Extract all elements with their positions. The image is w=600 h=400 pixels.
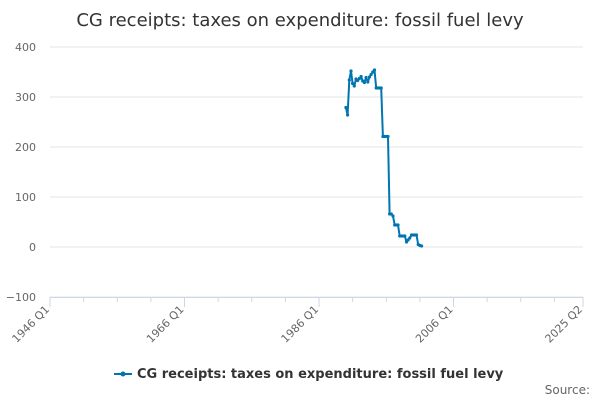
data-point[interactable] bbox=[414, 233, 419, 237]
x-tick-label: 2006 Q1 bbox=[413, 303, 456, 346]
x-tick-label: 1946 Q1 bbox=[10, 303, 53, 346]
x-tick-label: 1966 Q1 bbox=[144, 303, 187, 346]
data-point[interactable] bbox=[408, 236, 412, 240]
data-point[interactable] bbox=[367, 75, 372, 79]
chart-title: CG receipts: taxes on expenditure: fossi… bbox=[76, 10, 524, 31]
data-point[interactable] bbox=[344, 105, 348, 110]
data-point[interactable] bbox=[391, 214, 395, 218]
data-point[interactable] bbox=[359, 74, 363, 79]
data-point[interactable] bbox=[372, 68, 377, 72]
legend-label: CG receipts: taxes on expenditure: fossi… bbox=[137, 367, 504, 382]
data-point[interactable] bbox=[369, 72, 373, 77]
data-point[interactable] bbox=[352, 84, 356, 88]
x-axis: 1946 Q1 1966 Q1 1986 Q1 2006 Q1 2025 Q2 bbox=[10, 297, 586, 346]
y-tick-label: 200 bbox=[15, 141, 36, 154]
series-line bbox=[344, 69, 422, 247]
data-point[interactable] bbox=[351, 81, 355, 86]
data-point[interactable] bbox=[347, 78, 351, 82]
y-tick-label: 400 bbox=[15, 41, 36, 54]
y-tick-label: 300 bbox=[15, 91, 36, 104]
y-axis: −100 0 100 200 300 400 bbox=[6, 41, 36, 304]
data-point[interactable] bbox=[362, 80, 366, 85]
data-point[interactable] bbox=[396, 223, 400, 227]
y-tick-label: 0 bbox=[29, 241, 36, 254]
series-layer bbox=[344, 68, 424, 248]
data-point[interactable] bbox=[366, 80, 370, 84]
data-point[interactable] bbox=[386, 134, 390, 139]
data-point[interactable] bbox=[403, 234, 407, 238]
source-label: Source: bbox=[545, 383, 590, 397]
legend-marker-swatch bbox=[120, 371, 126, 377]
y-tick-label: −100 bbox=[6, 291, 36, 304]
gridlines bbox=[50, 46, 583, 298]
data-point[interactable] bbox=[349, 69, 353, 73]
legend[interactable]: CG receipts: taxes on expenditure: fossi… bbox=[114, 367, 504, 382]
x-tick-label: 2025 Q2 bbox=[543, 303, 586, 346]
y-tick-label: 100 bbox=[15, 191, 36, 204]
data-point[interactable] bbox=[346, 113, 350, 117]
data-point[interactable] bbox=[364, 75, 368, 80]
data-point[interactable] bbox=[420, 244, 424, 248]
data-point[interactable] bbox=[379, 86, 383, 90]
x-tick-label: 1986 Q1 bbox=[279, 303, 322, 346]
